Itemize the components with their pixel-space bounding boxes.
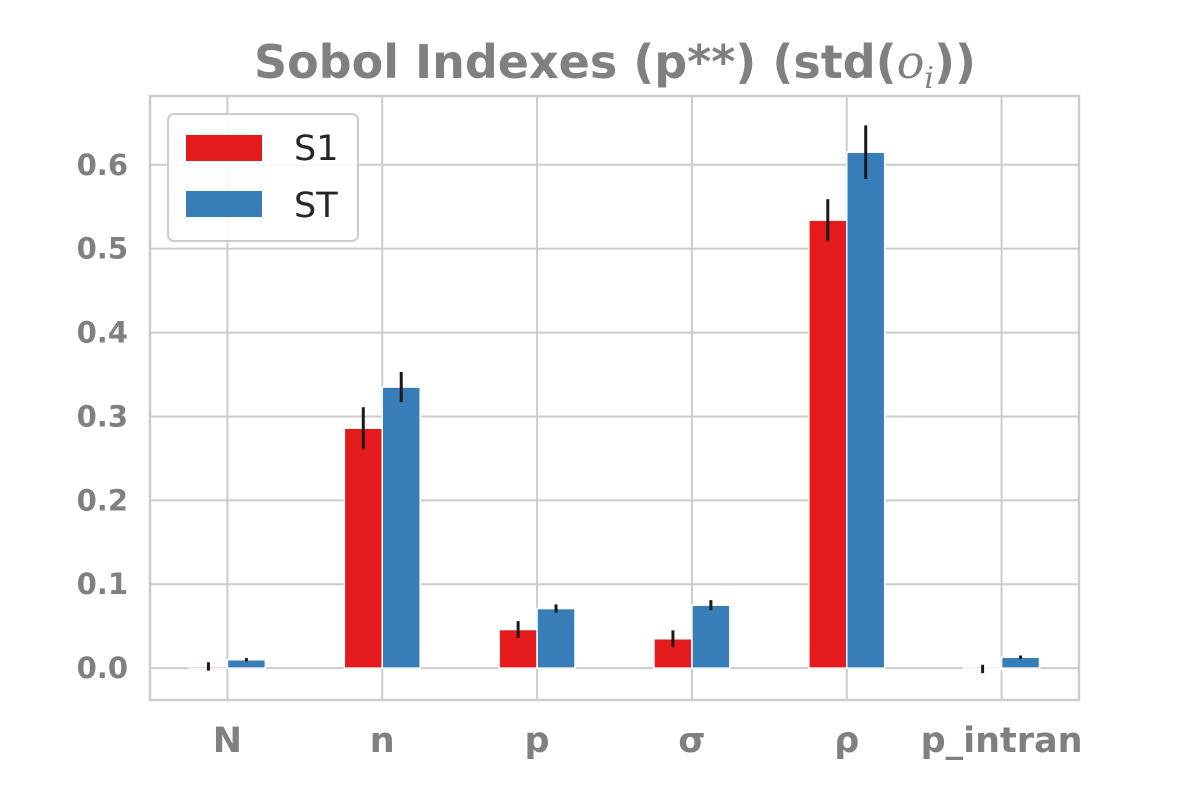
x-tick-label: n bbox=[370, 721, 395, 761]
y-tick-label: 0.5 bbox=[77, 232, 128, 266]
chart-title-end: )) bbox=[934, 35, 976, 89]
legend-label-s1: S1 bbox=[294, 129, 339, 169]
bar-s1-4 bbox=[808, 219, 848, 669]
y-tick-label: 0.2 bbox=[77, 483, 128, 517]
error-bars-layer bbox=[206, 125, 1023, 674]
bar-st-2 bbox=[536, 607, 576, 669]
chart-title-main: Sobol Indexes (p**) (std( bbox=[254, 35, 897, 89]
bar-st-3 bbox=[691, 604, 731, 669]
bar-s1-1 bbox=[343, 427, 383, 669]
x-tick-label: p_intran bbox=[921, 721, 1083, 761]
x-tick-label: N bbox=[213, 721, 242, 761]
legend: S1 ST bbox=[167, 113, 359, 242]
y-tick-label: 0.3 bbox=[77, 399, 128, 433]
y-tick-label: 0.1 bbox=[77, 567, 128, 601]
legend-label-st: ST bbox=[294, 186, 338, 226]
x-tick-label: σ bbox=[678, 721, 705, 761]
x-tick-label: p bbox=[525, 721, 550, 761]
plot-frame bbox=[148, 94, 1081, 702]
legend-swatch-s1 bbox=[186, 135, 262, 161]
legend-swatch-st bbox=[186, 191, 262, 217]
bar-st-1 bbox=[381, 386, 421, 669]
y-tick-label: 0.6 bbox=[77, 148, 128, 182]
x-tick-label: ρ bbox=[834, 721, 859, 761]
chart-title-subscript: i bbox=[924, 61, 934, 96]
y-tick-label: 0.0 bbox=[77, 651, 128, 685]
bar-st-4 bbox=[846, 151, 886, 669]
y-tick-label: 0.4 bbox=[77, 316, 128, 350]
chart-title-italic: o bbox=[897, 35, 925, 89]
chart-title: Sobol Indexes (p**) (std(oi)) bbox=[254, 35, 976, 96]
axis-labels: 0.0 0.1 0.2 0.3 0.4 0.5 0.6 N n p σ ρ p_intran bbox=[77, 148, 1083, 761]
